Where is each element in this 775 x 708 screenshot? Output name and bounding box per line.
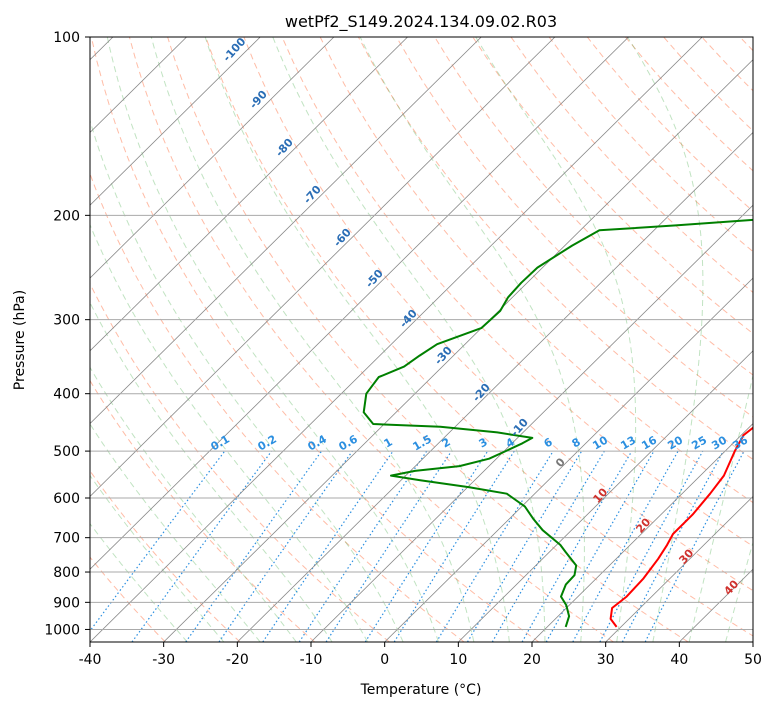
x-tick-label: -30 — [152, 652, 175, 668]
moist-adiabat — [627, 37, 704, 642]
isotherm-line — [163, 59, 753, 642]
y-tick-label: 200 — [53, 208, 80, 224]
moist-adiabat — [90, 474, 225, 642]
isotherm-line — [458, 350, 753, 642]
y-tick-label: 800 — [53, 565, 80, 581]
x-tick-label: 30 — [597, 652, 615, 668]
moist-adiabat — [90, 366, 297, 642]
dry-adiabat — [510, 37, 753, 294]
moist-adiabat — [90, 301, 333, 642]
temperature-profile — [609, 426, 753, 628]
y-axis-label: Pressure (hPa) — [12, 290, 28, 390]
x-tick-label: 0 — [380, 652, 389, 668]
grid-lines — [90, 37, 753, 642]
isotherm-line — [90, 37, 408, 352]
y-tick-label: 100 — [53, 30, 80, 46]
moist-adiabat — [90, 223, 369, 642]
isotherm-line — [90, 37, 335, 279]
isotherm-line — [90, 37, 629, 570]
dry-adiabat — [128, 37, 614, 642]
x-tick-label: 40 — [670, 652, 688, 668]
mixing-ratio-line — [545, 450, 655, 642]
x-tick-label: 20 — [523, 652, 541, 668]
y-tick-label: 700 — [53, 531, 80, 547]
sounding-curves — [362, 218, 753, 628]
isotherm-line — [384, 277, 753, 642]
mixing-ratio-line — [435, 450, 554, 642]
y-tick-label: 1000 — [44, 622, 80, 638]
moist-adiabat — [359, 37, 585, 642]
mixing-ratio-line — [262, 450, 394, 642]
isotherm-line — [90, 37, 703, 642]
isotherm-line — [90, 37, 261, 206]
mixing-ratio-line — [364, 450, 489, 642]
x-axis-label: Temperature (°C) — [360, 682, 482, 698]
y-tick-label: 300 — [53, 313, 80, 329]
moist-adiabat — [688, 373, 753, 642]
x-tick-label: -40 — [79, 652, 102, 668]
dry-adiabat — [90, 37, 540, 642]
moist-adiabat — [725, 540, 753, 642]
mixing-ratio-line — [218, 450, 353, 642]
moist-adiabat — [90, 119, 404, 642]
moist-adiabat — [150, 37, 475, 642]
mixing-ratio-line — [131, 450, 273, 642]
moist-adiabat — [90, 423, 261, 642]
moist-adiabat — [106, 37, 439, 642]
isotherm-line — [237, 131, 753, 642]
isotherm-line — [90, 37, 482, 425]
x-tick-label: 50 — [744, 652, 762, 668]
y-tick-label: 900 — [53, 595, 80, 611]
chart-title: wetPf2_S149.2024.134.09.02.R03 — [285, 12, 557, 32]
x-tick-label: -10 — [300, 652, 323, 668]
y-tick-label: 400 — [53, 387, 80, 403]
isotherm-line — [531, 423, 753, 642]
isotherm-line — [310, 204, 753, 642]
mixing-ratio-line — [325, 450, 452, 642]
x-tick-label: -20 — [226, 652, 249, 668]
dewpoint-profile — [362, 218, 753, 628]
mixing-ratio-line — [185, 450, 323, 642]
dry-adiabat — [167, 37, 689, 642]
y-tick-label: 500 — [53, 444, 80, 460]
isotherm-line — [90, 37, 556, 497]
moist-adiabat — [90, 522, 188, 642]
axes: -40 -30 -20 -10 0 10 20 30 40 50 100 200 300 400 500 60… — [44, 30, 762, 668]
x-tick-label: 10 — [449, 652, 467, 668]
dry-adiabat — [90, 172, 465, 642]
dry-adiabat — [90, 282, 390, 642]
mixing-ratio-line — [90, 450, 226, 632]
plot-frame — [89, 36, 754, 643]
moist-adiabat — [272, 37, 546, 642]
dry-adiabat — [90, 379, 316, 642]
mixing-ratio-line — [298, 450, 428, 642]
mixing-ratio-line — [599, 450, 704, 642]
isotherm-line — [605, 495, 753, 642]
mixing-ratio-line — [572, 450, 679, 642]
y-tick-label: 600 — [53, 491, 80, 507]
